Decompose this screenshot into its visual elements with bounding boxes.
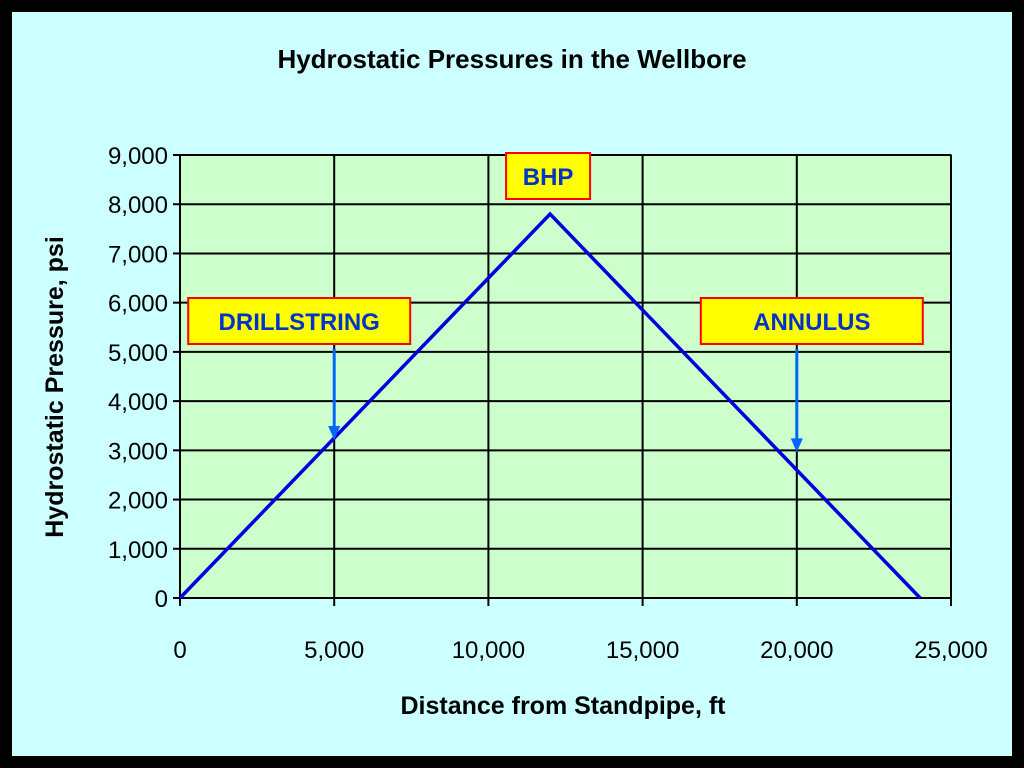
plot-area (179, 154, 952, 599)
y-tick-label: 2,000 (108, 488, 168, 515)
chart: Hydrostatic Pressures in the Wellbore 0 1… (41, 44, 988, 720)
callout-drillstring: DRILLSTRING (187, 297, 412, 345)
callouts: BHP DRILLSTRING ANNULUS (187, 152, 924, 345)
callout-arrows (328, 349, 803, 453)
tick-marks (173, 154, 952, 606)
callout-box (505, 152, 592, 200)
x-tick-label: 0 (173, 637, 186, 664)
y-tick-label: 4,000 (108, 389, 168, 416)
series-line (178, 211, 922, 600)
callout-label: BHP (523, 164, 574, 191)
y-axis-label: Hydrostatic Pressure, psi (41, 236, 69, 538)
callout-label: DRILLSTRING (219, 309, 380, 336)
x-tick-labels: 0 5,000 10,000 15,000 20,000 25,000 (173, 637, 987, 664)
x-tick-label: 20,000 (760, 637, 833, 664)
y-tick-label: 3,000 (108, 438, 168, 465)
y-tick-label: 9,000 (108, 143, 168, 170)
callout-bhp: BHP (505, 152, 592, 200)
chart-title: Hydrostatic Pressures in the Wellbore (277, 44, 746, 74)
y-tick-label: 5,000 (108, 340, 168, 367)
x-tick-label: 25,000 (914, 637, 987, 664)
y-tick-label: 6,000 (108, 291, 168, 318)
callout-arrow-head (790, 438, 803, 453)
x-tick-label: 15,000 (606, 637, 679, 664)
series-layer (178, 211, 922, 600)
callout-box (187, 297, 412, 345)
callout-annulus: ANNULUS (699, 297, 924, 345)
y-tick-label: 0 (155, 586, 168, 613)
y-tick-label: 1,000 (108, 537, 168, 564)
callout-label: ANNULUS (753, 309, 870, 336)
x-tick-label: 5,000 (304, 637, 364, 664)
callout-arrow-head (328, 426, 341, 441)
x-axis-label: Distance from Standpipe, ft (400, 692, 726, 720)
x-tick-label: 10,000 (452, 637, 525, 664)
y-tick-labels: 0 1,000 2,000 3,000 4,000 5,000 6,000 7,000 8,00… (108, 143, 168, 613)
callout-box (699, 297, 924, 345)
y-tick-label: 8,000 (108, 192, 168, 219)
y-tick-label: 7,000 (108, 241, 168, 268)
slide: Hydrostatic Pressures in the Wellbore 0 1… (12, 12, 1012, 756)
